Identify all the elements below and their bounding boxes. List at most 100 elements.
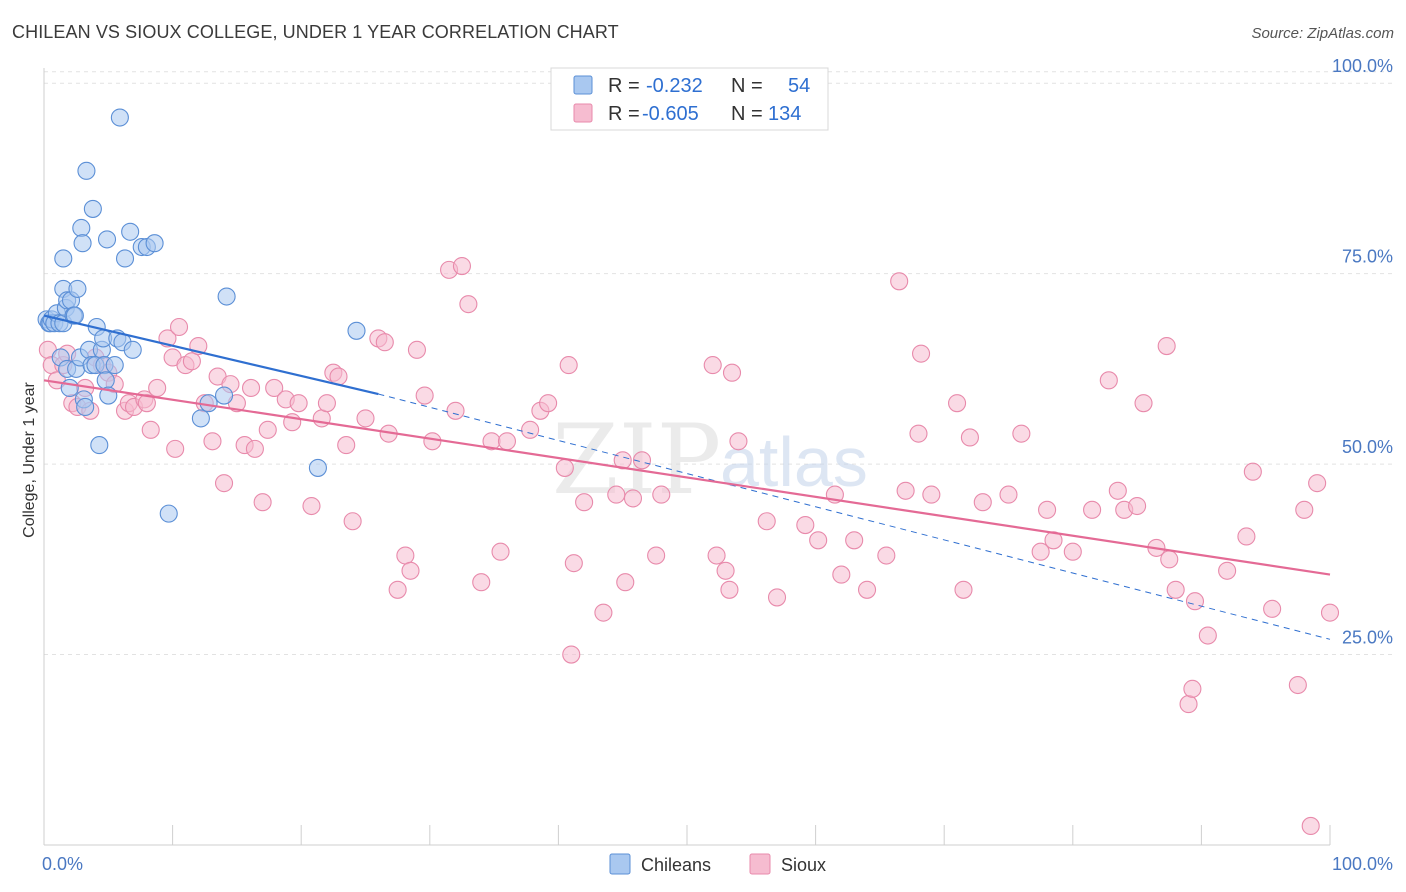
sioux-point-72: [562, 645, 581, 664]
chilean-points: [37, 108, 366, 523]
sioux-point-97: [877, 546, 896, 565]
chilean-point-52: [217, 287, 236, 306]
sioux-point-135: [1320, 603, 1340, 622]
chilean-point-14: [60, 378, 79, 397]
source-label: Source: ZipAtlas.com: [1251, 25, 1394, 42]
y-axis-title: College, Under 1 year: [21, 382, 38, 538]
sioux-point-121: [1160, 550, 1179, 569]
sioux-point-99: [896, 481, 915, 500]
sioux-point-106: [973, 493, 992, 512]
x-tick-label-max: 100.0%: [1332, 854, 1393, 874]
chilean-point-48: [159, 504, 178, 523]
sioux-point-134: [1308, 474, 1327, 493]
sioux-point-90: [767, 588, 787, 607]
sioux-point-60: [446, 401, 465, 420]
sioux-point-87: [722, 363, 742, 382]
sioux-point-23: [169, 317, 189, 337]
chilean-point-19: [68, 279, 87, 298]
sioux-point-58: [423, 432, 442, 451]
sioux-point-53: [388, 580, 407, 599]
sioux-point-126: [1198, 626, 1217, 645]
sioux-point-25: [182, 352, 201, 371]
sioux-point-67: [521, 420, 540, 439]
axes: [43, 68, 1331, 846]
y-tick-label-1: 50.0%: [1342, 437, 1393, 457]
legend-r-label-sioux: R =: [608, 103, 640, 125]
sioux-point-92: [809, 531, 828, 550]
chilean-point-49: [191, 409, 210, 428]
sioux-point-36: [253, 493, 272, 512]
sioux-point-128: [1237, 527, 1256, 546]
sioux-point-115: [1108, 481, 1127, 500]
legend-n-value-sioux: 134: [768, 103, 801, 125]
bottom-legend: Chileans Sioux: [609, 853, 826, 875]
chilean-point-21: [72, 218, 91, 238]
legend-n-label-chileans: N =: [731, 75, 763, 97]
trendlines: [43, 314, 1331, 640]
chilean-point-38: [105, 356, 124, 375]
sioux-point-22: [166, 439, 185, 458]
sioux-point-113: [1083, 500, 1102, 519]
sioux-point-71: [559, 356, 578, 375]
chilean-point-36: [97, 230, 117, 249]
sioux-point-80: [632, 451, 652, 470]
sioux-point-51: [375, 333, 394, 352]
sioux-point-102: [922, 485, 941, 504]
sioux-point-105: [960, 428, 979, 447]
sioux-point-110: [1038, 500, 1057, 519]
sioux-point-69: [539, 394, 558, 413]
sioux-point-130: [1263, 599, 1282, 618]
sioux-point-62: [459, 295, 478, 314]
sioux-point-79: [623, 489, 643, 508]
chilean-point-24: [76, 397, 95, 417]
sioux-point-124: [1183, 679, 1202, 698]
sioux-point-41: [289, 394, 308, 413]
legend-n-label-sioux: N =: [731, 103, 763, 125]
sioux-point-34: [241, 378, 261, 397]
sioux-point-96: [857, 580, 877, 599]
y-tick-labels: 25.0% 50.0% 75.0% 100.0%: [1332, 56, 1393, 647]
chilean-point-10: [54, 249, 73, 268]
sioux-point-38: [265, 378, 284, 397]
sioux-points: [38, 257, 1340, 836]
sioux-point-120: [1157, 336, 1176, 356]
sioux-point-65: [491, 542, 510, 561]
sioux-point-114: [1099, 371, 1118, 390]
sioux-point-78: [616, 573, 635, 592]
sioux-point-44: [317, 394, 336, 413]
sioux-point-37: [258, 420, 277, 439]
sioux-point-107: [999, 485, 1018, 504]
sioux-point-76: [607, 485, 626, 504]
y-tick-label-0: 25.0%: [1342, 628, 1393, 648]
sioux-point-19: [148, 378, 167, 397]
sioux-point-28: [203, 432, 222, 451]
sioux-point-55: [401, 561, 420, 580]
sioux-point-43: [312, 409, 331, 428]
chileans-trendline-extension: [378, 393, 1331, 640]
chilean-point-53: [308, 458, 327, 477]
chilean-point-17: [65, 306, 84, 325]
sioux-point-122: [1166, 580, 1185, 599]
sioux-point-132: [1295, 500, 1314, 519]
sioux-point-61: [452, 257, 472, 276]
sioux-point-88: [729, 432, 748, 451]
sioux-point-131: [1288, 675, 1307, 695]
sioux-point-84: [707, 546, 726, 565]
bottom-legend-chileans: Chileans: [641, 855, 711, 875]
y-tick-label-2: 75.0%: [1342, 247, 1393, 267]
sioux-point-48: [343, 512, 362, 531]
sioux-point-57: [415, 386, 434, 405]
y-tick-label-3: 100.0%: [1332, 56, 1393, 76]
legend-swatch-sioux: [573, 103, 593, 123]
chilean-point-22: [73, 234, 92, 253]
sioux-point-63: [472, 573, 491, 592]
sioux-point-75: [594, 603, 613, 622]
sioux-point-83: [703, 356, 722, 375]
legend-r-value-sioux: -0.605: [642, 103, 699, 125]
sioux-point-89: [757, 512, 776, 531]
legend-r-value-chileans: -0.232: [646, 75, 703, 97]
chilean-point-42: [115, 249, 135, 268]
chilean-point-40: [110, 108, 129, 127]
chart-title: CHILEAN VS SIOUX COLLEGE, UNDER 1 YEAR C…: [12, 22, 619, 42]
